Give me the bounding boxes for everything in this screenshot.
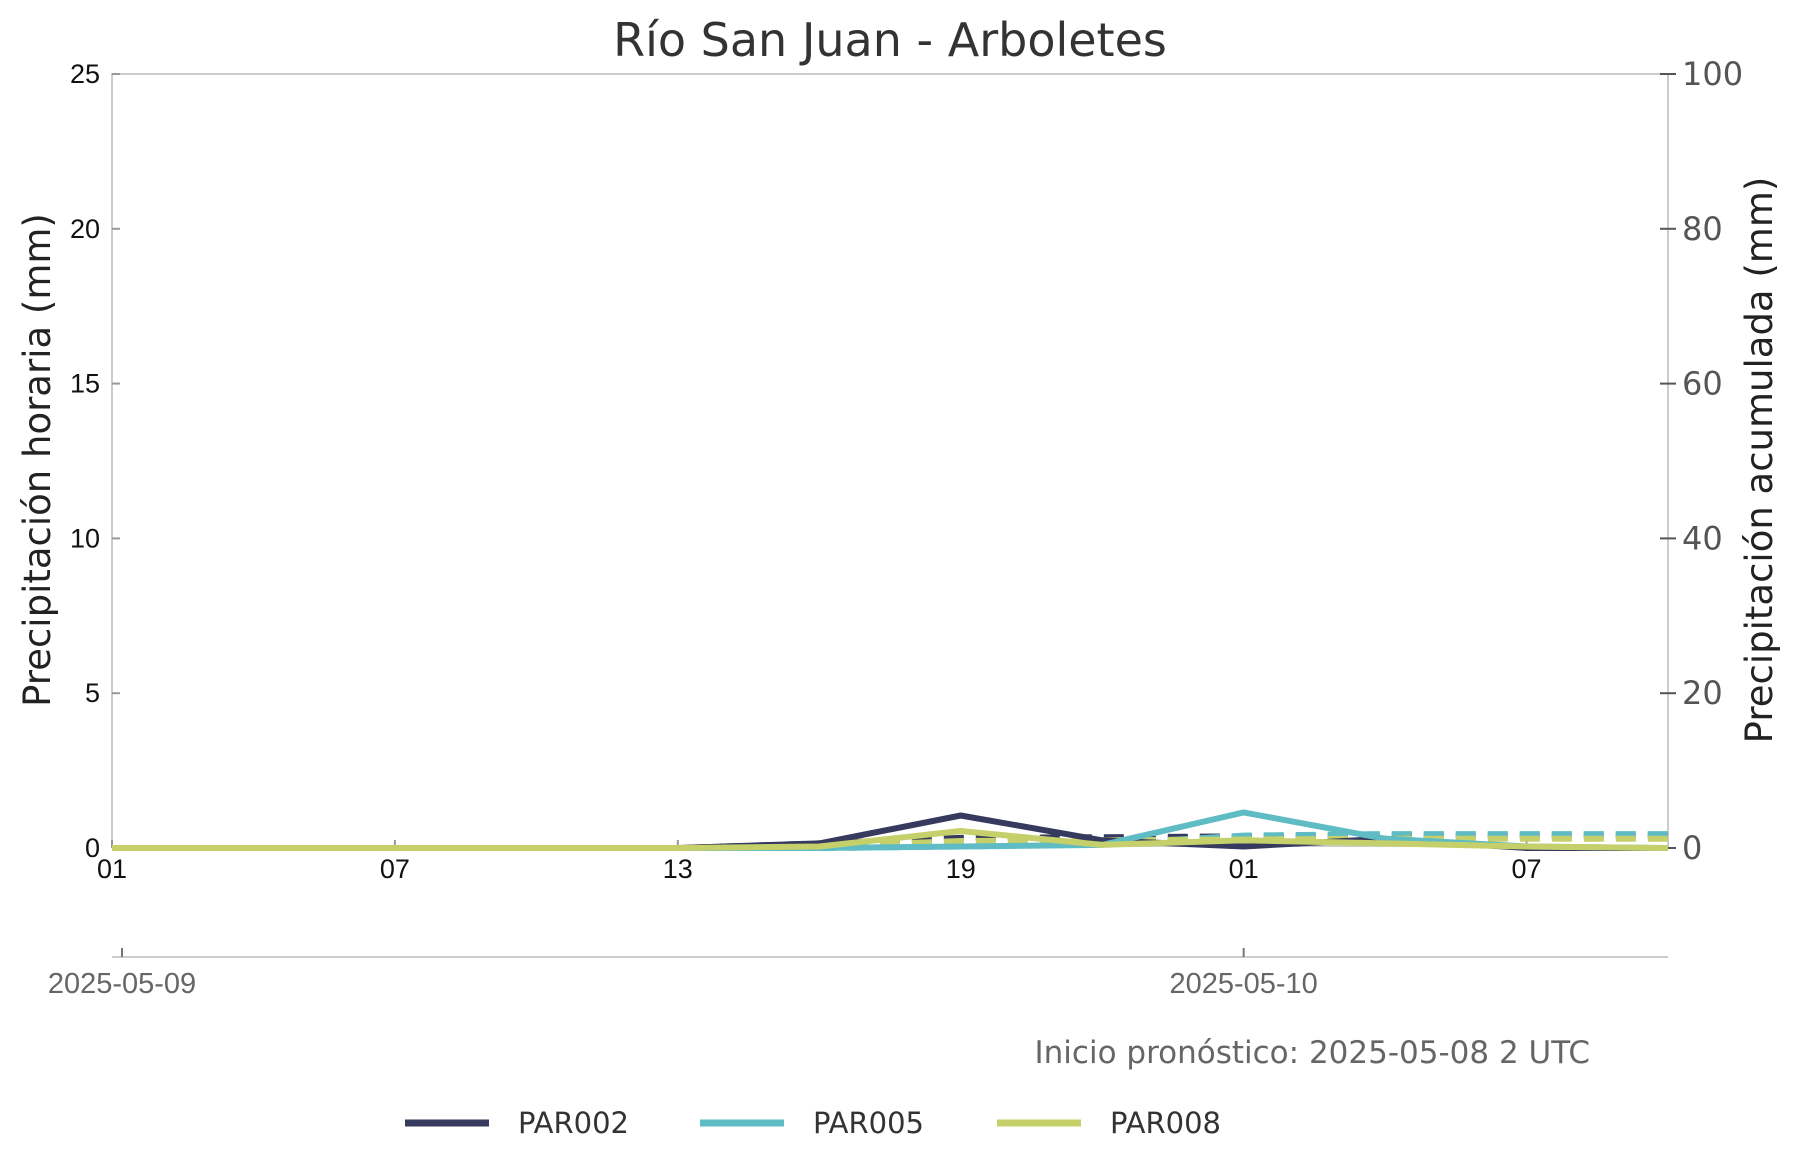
left-y-tick-label: 0	[85, 833, 100, 863]
hourly-line-par008	[112, 828, 1669, 851]
x-tick-label: 01	[97, 854, 127, 884]
right-y-axis: 0 20 40 60 80 100	[1660, 55, 1743, 867]
date-axis: 2025-05-09 2025-05-10	[48, 948, 1318, 1000]
chart-title: Río San Juan - Arboletes	[613, 13, 1167, 67]
x-tick-label: 19	[946, 854, 976, 884]
date-tick-label: 2025-05-10	[1169, 968, 1317, 1000]
left-y-tick-label: 20	[70, 214, 100, 244]
x-tick-label: 13	[663, 854, 693, 884]
hourly-series-group	[112, 809, 1669, 851]
x-tick-label: 07	[1512, 854, 1542, 884]
x-tick-label: 01	[1229, 854, 1259, 884]
left-y-tick-label: 25	[70, 59, 100, 89]
right-y-axis-label: Precipitación acumulada (mm)	[1738, 177, 1781, 744]
legend-label-par002: PAR002	[518, 1106, 629, 1140]
left-y-tick-label: 10	[70, 523, 100, 553]
right-y-tick-label: 40	[1682, 519, 1723, 557]
right-y-tick-label: 80	[1682, 210, 1723, 248]
legend: PAR002 PAR005 PAR008	[405, 1106, 1221, 1140]
right-y-tick-label: 20	[1682, 674, 1723, 712]
x-tick-label: 07	[380, 854, 410, 884]
right-y-tick-label: 0	[1682, 829, 1702, 867]
right-y-tick-label: 100	[1682, 55, 1743, 93]
date-tick-label: 2025-05-09	[48, 968, 196, 1000]
legend-label-par008: PAR008	[1110, 1106, 1221, 1140]
x-axis: 01 07 13 19 01 07	[97, 840, 1542, 884]
left-y-tick-label: 5	[85, 678, 100, 708]
left-y-tick-label: 15	[70, 369, 100, 399]
legend-label-par005: PAR005	[813, 1106, 924, 1140]
plot-frame	[111, 73, 1669, 847]
right-y-tick-label: 60	[1682, 365, 1723, 403]
left-y-axis: 0 5 10 15 20 25	[70, 59, 120, 863]
left-y-axis-label: Precipitación horaria (mm)	[16, 213, 59, 707]
forecast-start-note: Inicio pronóstico: 2025-05-08 2 UTC	[1035, 1035, 1590, 1071]
